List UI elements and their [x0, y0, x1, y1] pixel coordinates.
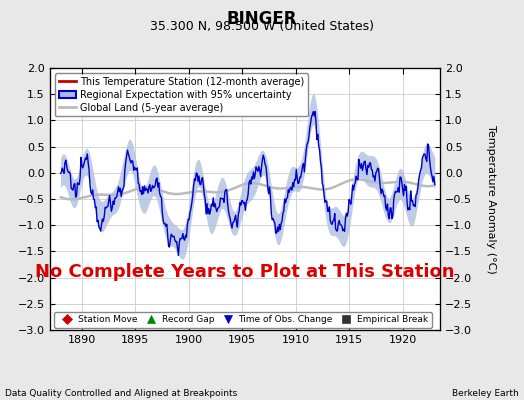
Text: BINGER: BINGER — [227, 10, 297, 28]
Legend: Station Move, Record Gap, Time of Obs. Change, Empirical Break: Station Move, Record Gap, Time of Obs. C… — [54, 312, 432, 328]
Text: Data Quality Controlled and Aligned at Breakpoints: Data Quality Controlled and Aligned at B… — [5, 389, 237, 398]
Text: No Complete Years to Plot at This Station: No Complete Years to Plot at This Statio… — [35, 263, 455, 281]
Text: Berkeley Earth: Berkeley Earth — [452, 389, 519, 398]
Y-axis label: Temperature Anomaly (°C): Temperature Anomaly (°C) — [486, 125, 496, 273]
Text: 35.300 N, 98.500 W (United States): 35.300 N, 98.500 W (United States) — [150, 20, 374, 33]
